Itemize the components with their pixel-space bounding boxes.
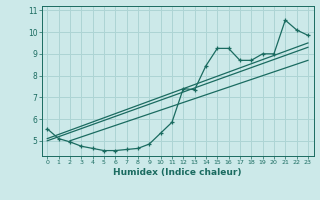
X-axis label: Humidex (Indice chaleur): Humidex (Indice chaleur) (113, 168, 242, 177)
